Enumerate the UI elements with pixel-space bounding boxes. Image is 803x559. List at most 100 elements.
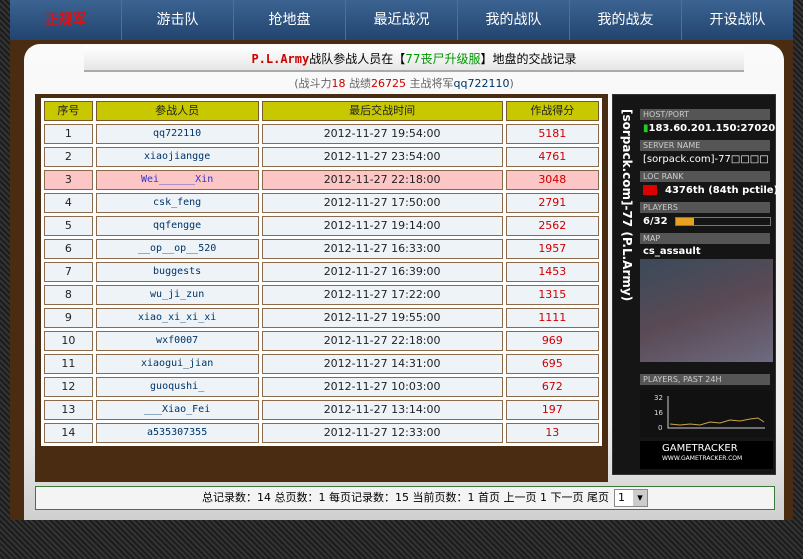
- nav-item[interactable]: 我的战队: [458, 0, 570, 40]
- row-index: 3: [44, 170, 93, 190]
- table-row: 4 csk_feng 2012-11-27 17:50:00 2791: [44, 193, 599, 213]
- title-text: 战队参战人员在【: [309, 52, 406, 66]
- table-row: 13 ___Xiao_Fei 2012-11-27 13:14:00 197: [44, 400, 599, 420]
- score: 5181: [505, 124, 599, 144]
- row-index: 7: [44, 262, 93, 282]
- player-name[interactable]: wu_ji_zun: [95, 285, 259, 305]
- player-name[interactable]: xiaojiangge: [95, 147, 259, 167]
- column-header: 参战人员: [95, 101, 259, 121]
- nav-item[interactable]: 抢地盘: [234, 0, 346, 40]
- player-name[interactable]: wxf0007: [95, 331, 259, 351]
- nav-item[interactable]: 我的战友: [570, 0, 682, 40]
- row-index: 2: [44, 147, 93, 167]
- row-index: 10: [44, 331, 93, 351]
- score: 1453: [505, 262, 599, 282]
- host-value: ▮183.60.201.150:27020: [643, 123, 775, 135]
- last-battle-time: 2012-11-27 13:14:00: [261, 400, 503, 420]
- host-label: HOST/PORT: [640, 109, 770, 120]
- stat-label: 战绩: [345, 77, 372, 90]
- score: 2791: [505, 193, 599, 213]
- page-title: P.L.Army战队参战人员在【77丧尸升级服】地盘的交战记录: [84, 46, 744, 72]
- top-nav: 正规军 游击队 抢地盘 最近战况 我的战队 我的战友 开设战队: [10, 0, 793, 40]
- stat-label: (战斗力: [294, 77, 332, 90]
- player-name[interactable]: xiao_xi_xi_xi: [95, 308, 259, 328]
- battle-records-table: 序号 参战人员 最后交战时间 作战得分 1 qq722110 2012-11-27 19:5…: [35, 94, 608, 482]
- history-line: [669, 417, 765, 426]
- rank-label: LOC RANK: [640, 171, 770, 182]
- table-row: 2 xiaojiangge 2012-11-27 23:54:00 4761: [44, 147, 599, 167]
- nav-item[interactable]: 最近战况: [346, 0, 458, 40]
- row-index: 4: [44, 193, 93, 213]
- nav-item[interactable]: 正规军: [10, 0, 122, 40]
- player-name[interactable]: buggests: [95, 262, 259, 282]
- table-row: 14 a535307355 2012-11-27 12:33:00 13: [44, 423, 599, 443]
- page-select[interactable]: 1 ▾: [614, 489, 648, 507]
- table-row: 5 qqfengge 2012-11-27 19:14:00 2562: [44, 216, 599, 236]
- table-row: 7 buggests 2012-11-27 16:39:00 1453: [44, 262, 599, 282]
- row-index: 6: [44, 239, 93, 259]
- last-battle-time: 2012-11-27 19:54:00: [261, 124, 503, 144]
- tick-label: 32: [654, 394, 663, 402]
- score: 3048: [505, 170, 599, 190]
- nav-item[interactable]: 开设战队: [709, 12, 766, 28]
- page-select-value: 1: [618, 491, 625, 504]
- map-label: MAP: [640, 233, 770, 244]
- nav-item[interactable]: 游击队: [122, 0, 234, 40]
- chart-axes: [667, 396, 765, 429]
- score: 672: [505, 377, 599, 397]
- tick-label: 16: [654, 409, 663, 417]
- players-bar: [675, 217, 771, 226]
- row-index: 5: [44, 216, 93, 236]
- score: 695: [505, 354, 599, 374]
- general-value[interactable]: qq722110: [453, 77, 510, 90]
- player-name[interactable]: guoqushi_: [95, 377, 259, 397]
- last-battle-time: 2012-11-27 17:50:00: [261, 193, 503, 213]
- row-index: 1: [44, 124, 93, 144]
- row-index: 12: [44, 377, 93, 397]
- player-name[interactable]: xiaogui_jian: [95, 354, 259, 374]
- title-text-end: 】地盘的交战记录: [480, 52, 577, 66]
- last-battle-time: 2012-11-27 10:03:00: [261, 377, 503, 397]
- table-header: 序号 参战人员 最后交战时间 作战得分: [44, 101, 599, 121]
- last-battle-time: 2012-11-27 23:54:00: [261, 147, 503, 167]
- pagination-text[interactable]: 总记录数：14 总页数：1 每页记录数：15 当前页数：1 首页 上一页 1 下…: [202, 491, 609, 504]
- pagination: 总记录数：14 总页数：1 每页记录数：15 当前页数：1 首页 上一页 1 下…: [35, 486, 775, 510]
- last-battle-time: 2012-11-27 12:33:00: [261, 423, 503, 443]
- last-battle-time: 2012-11-27 22:18:00: [261, 170, 503, 190]
- player-name[interactable]: ___Xiao_Fei: [95, 400, 259, 420]
- gametracker-widget[interactable]: [sorpack.com]-77 (P.L.Army) HOST/PORT ▮1…: [612, 94, 779, 475]
- score: 1111: [505, 308, 599, 328]
- players-history-chart: 32 16 0: [640, 390, 773, 437]
- player-name[interactable]: csk_feng: [95, 193, 259, 213]
- last-battle-time: 2012-11-27 16:39:00: [261, 262, 503, 282]
- player-name[interactable]: __op__op__520: [95, 239, 259, 259]
- team-name: P.L.Army: [251, 52, 310, 66]
- team-stats: (战斗力18 战绩26725 主战将军qq722110): [24, 75, 784, 91]
- player-name[interactable]: qq722110: [95, 124, 259, 144]
- players-label: PLAYERS: [640, 202, 770, 213]
- row-index: 11: [44, 354, 93, 374]
- logo-text: GAMETRACKER: [662, 443, 738, 454]
- score: 197: [505, 400, 599, 420]
- rank-text: 4376th (84th pctile): [665, 185, 779, 196]
- china-flag-icon: [643, 185, 657, 195]
- power-value: 18: [331, 77, 346, 90]
- map-value: cs_assault: [643, 246, 701, 257]
- column-header: 序号: [44, 101, 93, 121]
- table-row: 1 qq722110 2012-11-27 19:54:00 5181: [44, 124, 599, 144]
- gametracker-logo[interactable]: GAMETRACKER WWW.GAMETRACKER.COM: [640, 441, 773, 469]
- row-index: 14: [44, 423, 93, 443]
- chevron-down-icon: ▾: [633, 490, 647, 506]
- column-header: 最后交战时间: [261, 101, 503, 121]
- player-name[interactable]: a535307355: [95, 423, 259, 443]
- player-name[interactable]: Wei______Xin: [95, 170, 259, 190]
- server-name-value: [sorpack.com]-77□□□□: [643, 154, 769, 165]
- row-index: 13: [44, 400, 93, 420]
- stat-label: 主战将军: [406, 77, 454, 90]
- last-battle-time: 2012-11-27 16:33:00: [261, 239, 503, 259]
- server-name[interactable]: 77丧尸升级服: [405, 52, 481, 66]
- row-index: 9: [44, 308, 93, 328]
- score: 4761: [505, 147, 599, 167]
- player-name[interactable]: qqfengge: [95, 216, 259, 236]
- column-header: 作战得分: [505, 101, 599, 121]
